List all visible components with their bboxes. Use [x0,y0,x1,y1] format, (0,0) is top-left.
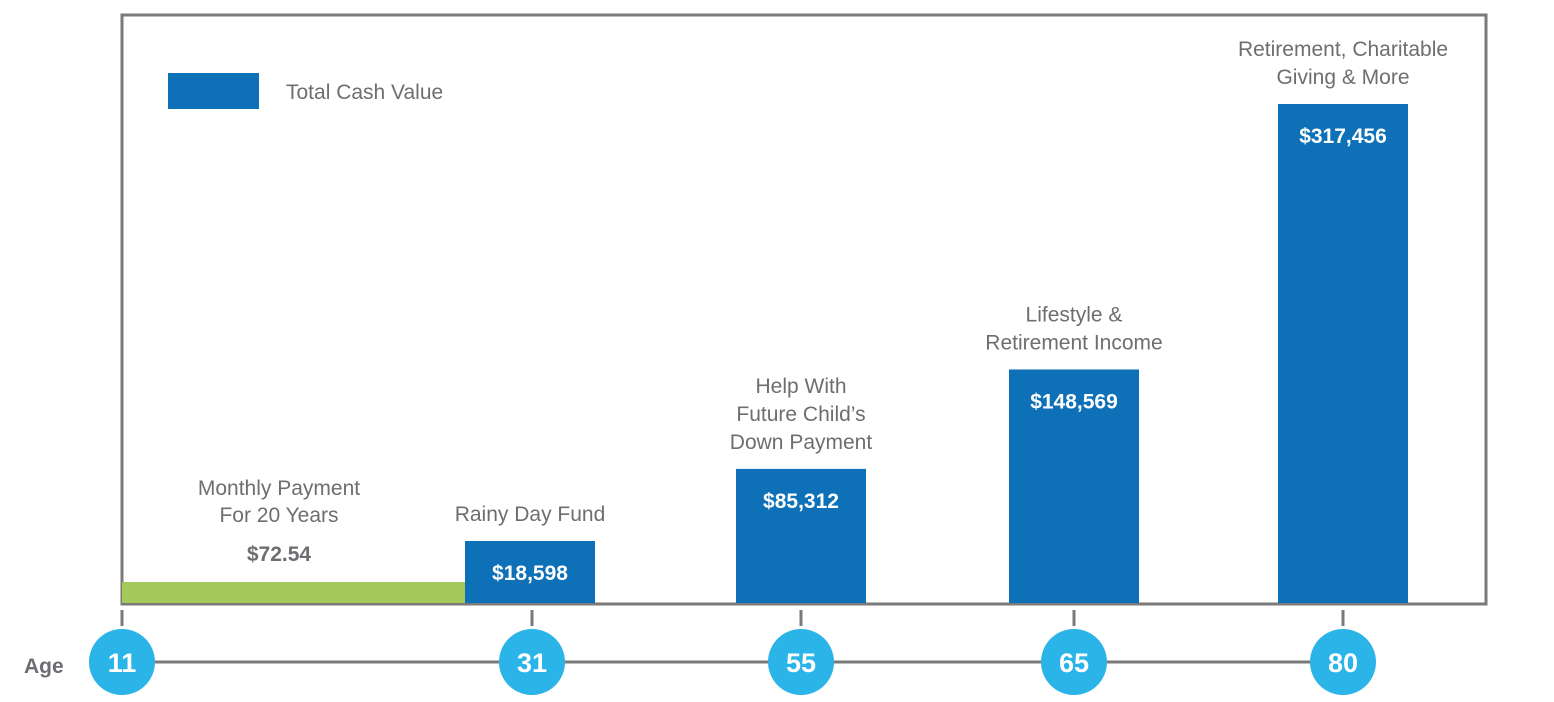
age-timeline: 11 31 55 65 80 [89,610,1376,695]
age-label: 55 [786,648,816,678]
payment-caption-line: Monthly Payment [198,477,360,500]
bar-age-65 [1009,369,1139,603]
age-label: 80 [1328,648,1358,678]
bar-value-label: $148,569 [1030,390,1118,413]
bar-caption-line: Help With [755,375,846,398]
legend-swatch [168,73,259,109]
bar-age-80 [1278,104,1408,603]
bar-value-label: $85,312 [763,490,839,513]
bar-age-55 [736,468,866,603]
age-marker-55 [768,629,834,695]
payment-bar [122,582,532,603]
bar-value-label: $18,598 [492,562,568,585]
age-marker-65 [1041,629,1107,695]
bar-caption-line: Retirement, Charitable [1238,38,1448,61]
payment-caption-line: For 20 Years [219,504,338,527]
age-marker-11 [89,629,155,695]
age-label: 11 [108,648,137,678]
bar-caption-line: Rainy Day Fund [455,503,606,526]
plot-frame [120,13,1488,606]
bar-caption-line: Retirement Income [985,331,1162,354]
bar-caption-line: Giving & More [1276,66,1409,89]
age-label: 31 [517,648,547,678]
chart-marks: $72.54 Monthly Payment For 20 Years $18,598… [122,38,1448,603]
age-label: 65 [1059,648,1089,678]
bar-value-label: $317,456 [1299,125,1387,148]
bar-caption-line: Future Child’s [736,403,865,426]
age-marker-31 [499,629,565,695]
payment-value-label: $72.54 [247,543,312,566]
bar-age-31 [465,541,595,603]
age-axis-label: Age [24,655,64,678]
bar-caption-line: Lifestyle & [1026,303,1123,326]
bar-caption-line: Down Payment [730,431,873,454]
legend: Total Cash Value [168,73,443,109]
legend-label: Total Cash Value [286,81,443,104]
age-marker-80 [1310,629,1376,695]
